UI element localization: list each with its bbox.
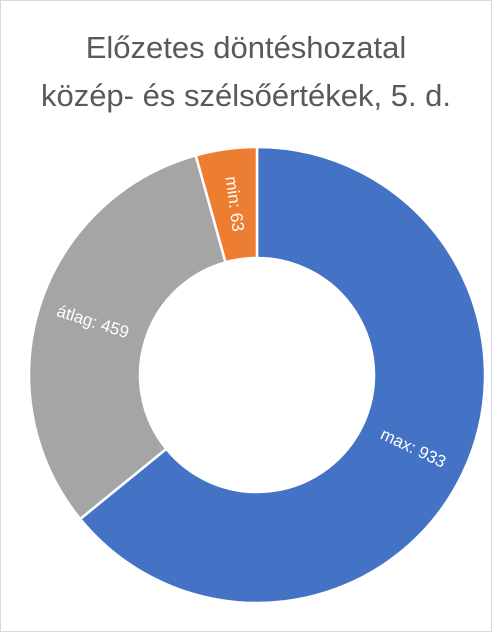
donut-segment: [27, 153, 228, 521]
donut-segment: [194, 145, 259, 264]
chart-title: közép- és szélsőértékek, 5. d.: [41, 78, 451, 113]
donut-segment: [78, 145, 487, 605]
chart-title: Előzetes döntéshozatal: [86, 30, 407, 65]
